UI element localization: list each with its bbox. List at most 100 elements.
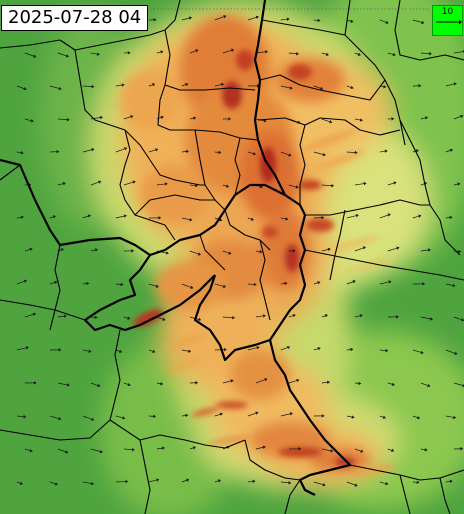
wind-vector-head bbox=[415, 149, 420, 153]
wind-vector-head bbox=[124, 147, 128, 151]
wind-vector-head bbox=[152, 83, 156, 87]
wind-vector bbox=[16, 347, 27, 351]
wind-vector-head bbox=[421, 20, 425, 25]
wind-vector-head bbox=[388, 280, 392, 284]
wind-vector bbox=[445, 83, 455, 87]
wind-vector-head bbox=[350, 347, 354, 352]
wind-vector bbox=[445, 217, 451, 219]
wind-vector bbox=[247, 151, 254, 155]
wind-vector-head bbox=[222, 284, 227, 288]
wind-vector-head bbox=[418, 84, 422, 88]
wind-vector bbox=[321, 381, 328, 384]
wind-vector bbox=[420, 249, 429, 252]
wind-vector-head bbox=[33, 54, 37, 58]
wind-vector-head bbox=[449, 148, 454, 153]
wind-vector-head bbox=[160, 115, 164, 120]
wind-vector-head bbox=[122, 416, 126, 420]
wind-vector-head bbox=[422, 282, 426, 286]
wind-vector-head bbox=[296, 378, 300, 383]
wind-vector-head bbox=[164, 182, 168, 186]
wind-vector bbox=[57, 118, 68, 121]
wind-vector-head bbox=[188, 349, 192, 353]
wind-vector bbox=[354, 448, 362, 452]
wind-vector bbox=[90, 181, 100, 186]
wind-vector bbox=[321, 315, 326, 318]
wind-vector bbox=[453, 316, 463, 321]
wind-vector bbox=[280, 18, 288, 21]
wind-vector-head bbox=[192, 446, 197, 450]
wind-vector-head bbox=[190, 285, 194, 289]
wind-vector bbox=[16, 481, 21, 484]
wind-vector-head bbox=[453, 415, 457, 420]
wind-vector-head bbox=[392, 52, 396, 57]
wind-vector bbox=[313, 348, 319, 351]
wind-vector-head bbox=[461, 318, 464, 322]
wind-vector-head bbox=[94, 315, 98, 320]
wind-vector bbox=[156, 316, 164, 320]
wind-vector-head bbox=[161, 446, 165, 450]
wind-vector bbox=[420, 382, 429, 386]
wind-vector bbox=[148, 149, 157, 153]
wind-vector-head bbox=[131, 249, 135, 253]
wind-vector-head bbox=[262, 314, 266, 318]
wind-vector-head bbox=[186, 149, 190, 154]
wind-vector bbox=[379, 481, 387, 485]
wind-vector-head bbox=[29, 247, 33, 251]
wind-vector bbox=[247, 480, 254, 483]
wind-vector-head bbox=[23, 279, 28, 283]
wind-vector bbox=[346, 481, 356, 486]
wind-vector bbox=[288, 184, 297, 188]
wind-vector-head bbox=[357, 52, 361, 56]
wind-vector-head bbox=[453, 82, 457, 86]
wind-vector-head bbox=[362, 246, 366, 250]
wind-vector bbox=[123, 316, 129, 319]
wind-vector bbox=[123, 116, 132, 120]
wind-vector-head bbox=[354, 150, 358, 155]
wind-vector-head bbox=[95, 248, 99, 252]
wind-vector-head bbox=[160, 381, 164, 386]
wind-vector bbox=[313, 481, 324, 486]
wind-vector-head bbox=[352, 280, 356, 284]
wind-vector-head bbox=[58, 416, 62, 421]
wind-vector-head bbox=[195, 183, 199, 188]
wind-vector-head bbox=[454, 351, 458, 355]
wind-vector bbox=[214, 16, 225, 21]
wind-vector-head bbox=[350, 19, 354, 23]
wind-vector-head bbox=[228, 251, 232, 255]
wind-vector-head bbox=[449, 479, 453, 484]
wind-vector bbox=[90, 117, 101, 120]
wind-vector-head bbox=[383, 84, 387, 89]
wind-vector-head bbox=[350, 85, 354, 90]
wind-vector-head bbox=[62, 181, 66, 186]
wind-vector-head bbox=[88, 349, 92, 353]
wind-vector-head bbox=[387, 213, 391, 217]
wind-vector bbox=[453, 183, 459, 186]
wind-vector-head bbox=[219, 218, 223, 222]
wind-vector-head bbox=[286, 345, 291, 350]
wind-vector-head bbox=[162, 317, 166, 321]
wind-vector bbox=[445, 480, 451, 483]
wind-vector bbox=[387, 382, 393, 385]
wind-vector bbox=[90, 52, 98, 55]
wind-vector-head bbox=[152, 349, 156, 353]
wind-vector bbox=[181, 17, 190, 21]
wind-vector bbox=[189, 250, 199, 255]
wind-vector-head bbox=[165, 251, 169, 255]
wind-vector bbox=[354, 118, 361, 121]
wind-vector-head bbox=[317, 347, 321, 351]
vector-scale-arrow-icon bbox=[436, 19, 462, 25]
wind-vector bbox=[453, 382, 464, 386]
wind-vector bbox=[156, 183, 166, 186]
wind-vector-head bbox=[289, 412, 293, 416]
wind-vector bbox=[280, 347, 288, 351]
wind-vector-head bbox=[391, 117, 395, 121]
wind-vector-head bbox=[385, 348, 389, 353]
wind-vector bbox=[280, 413, 291, 417]
wind-vector bbox=[280, 217, 287, 220]
vector-scale-legend: 10 bbox=[432, 5, 463, 36]
wind-vector-head bbox=[230, 379, 234, 383]
wind-vector-head bbox=[130, 115, 134, 119]
wind-vector bbox=[16, 216, 22, 219]
wind-vector bbox=[445, 349, 456, 354]
